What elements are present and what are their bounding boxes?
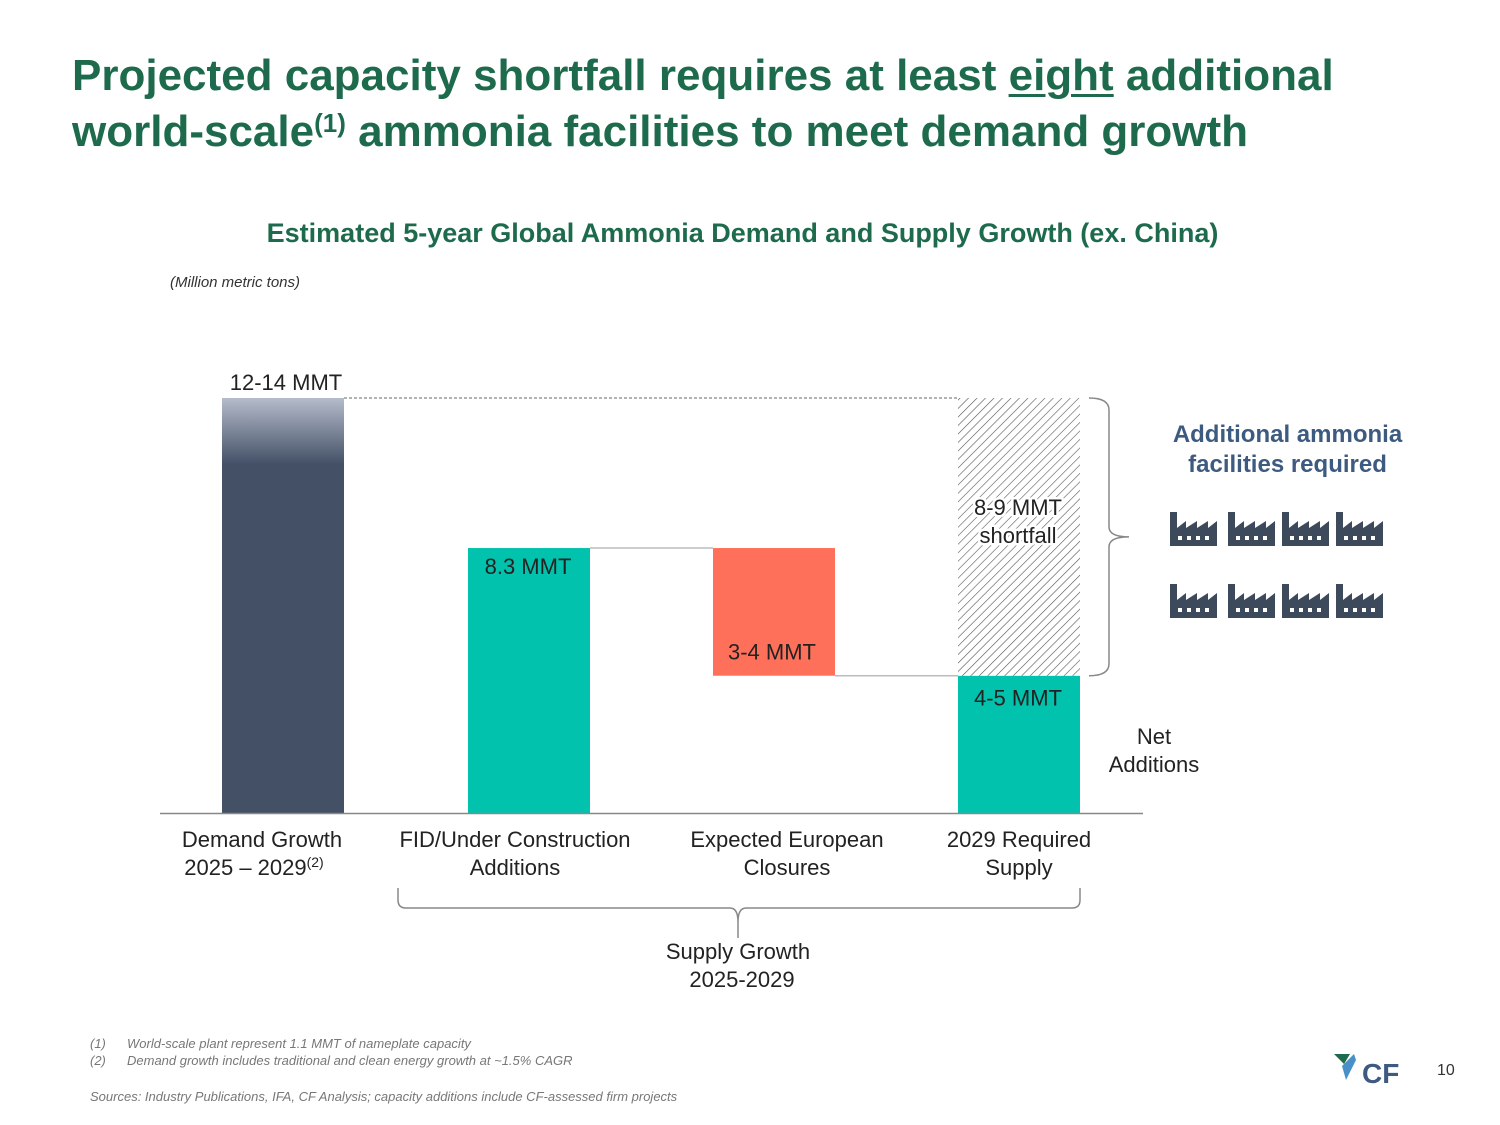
factory-icon bbox=[1282, 584, 1329, 618]
side-panel-title-line2: facilities required bbox=[1188, 451, 1387, 478]
category-superscript: (2) bbox=[307, 854, 324, 870]
bar-increase bbox=[468, 548, 590, 813]
bar-net bbox=[958, 675, 1080, 813]
factory-icon bbox=[1228, 584, 1275, 618]
factory-icon bbox=[1170, 512, 1217, 546]
category-label-2-line2: Additions bbox=[470, 855, 561, 880]
data-label-net: 4-5 MMT bbox=[974, 686, 1062, 711]
category-label-2-line1: FID/Under Construction bbox=[399, 827, 630, 852]
title-superscript: (1) bbox=[314, 108, 346, 138]
page-title: Projected capacity shortfall requires at… bbox=[72, 48, 1452, 160]
data-label-additions: 8.3 MMT bbox=[485, 554, 572, 579]
chart-units: (Million metric tons) bbox=[170, 274, 301, 291]
category-label-4-line1: 2029 Required bbox=[947, 827, 1091, 852]
footnote-1: (1) World-scale plant represent 1.1 MMT o… bbox=[90, 1036, 471, 1051]
net-additions-label-line2: Additions bbox=[1109, 752, 1200, 777]
category-label-1-line1: Demand Growth bbox=[182, 827, 342, 852]
net-additions-label-line1: Net bbox=[1137, 724, 1171, 749]
supply-growth-brace bbox=[397, 888, 1081, 938]
category-label-3-line1: Expected European bbox=[690, 827, 883, 852]
chart-title: Estimated 5-year Global Ammonia Demand a… bbox=[266, 218, 1219, 248]
title-part1: Projected capacity shortfall requires at… bbox=[72, 51, 1009, 100]
data-label-shortfall-label_line1: 8-9 MMT bbox=[974, 495, 1062, 520]
supply-growth-label-line2: 2025-2029 bbox=[689, 967, 794, 992]
factory-icon bbox=[1170, 584, 1217, 618]
footnote-2-number: (2) bbox=[90, 1053, 106, 1068]
data-label-closures: 3-4 MMT bbox=[728, 640, 816, 665]
bar-shortfall bbox=[958, 398, 1080, 676]
sources-note: Sources: Industry Publications, IFA, CF … bbox=[90, 1089, 678, 1104]
title-emphasis: eight bbox=[1008, 51, 1114, 100]
title-part3: world-scale bbox=[72, 107, 315, 156]
factory-icon bbox=[1282, 512, 1329, 546]
supply-growth-label-line1: Supply Growth bbox=[666, 939, 810, 964]
data-label-shortfall-label_line2: shortfall bbox=[979, 523, 1056, 548]
facility-icons bbox=[1170, 512, 1383, 618]
page-number: 10 bbox=[1437, 1062, 1455, 1079]
title-part2: additional bbox=[1113, 51, 1334, 100]
category-label-1-line2: 2025 – 2029(2) bbox=[184, 854, 323, 880]
shortfall-brace bbox=[1088, 397, 1130, 677]
side-panel-title: Additional ammonia facilities required bbox=[1150, 420, 1425, 480]
footnote-1-number: (1) bbox=[90, 1036, 106, 1051]
logo-mark-blue bbox=[1342, 1054, 1356, 1080]
logo-mark-green bbox=[1334, 1054, 1350, 1064]
factory-icon bbox=[1228, 512, 1275, 546]
category-label-3-line2: Closures bbox=[744, 855, 831, 880]
footnote-1-text: World-scale plant represent 1.1 MMT of n… bbox=[127, 1036, 471, 1051]
footnote-2-text: Demand growth includes traditional and c… bbox=[127, 1053, 573, 1068]
factory-icon bbox=[1336, 584, 1383, 618]
cf-logo: CF bbox=[1334, 1054, 1399, 1089]
bar-demand bbox=[222, 398, 344, 813]
footnote-2: (2) Demand growth includes traditional an… bbox=[90, 1053, 573, 1068]
title-part4: ammonia facilities to meet demand growth bbox=[345, 107, 1249, 156]
factory-icon bbox=[1336, 512, 1383, 546]
bar-decrease bbox=[713, 548, 835, 676]
logo-text: CF bbox=[1362, 1058, 1399, 1089]
side-panel-title-line1: Additional ammonia bbox=[1172, 421, 1403, 448]
data-label-demand: 12-14 MMT bbox=[230, 370, 342, 395]
category-label-4-line2: Supply bbox=[985, 855, 1052, 880]
